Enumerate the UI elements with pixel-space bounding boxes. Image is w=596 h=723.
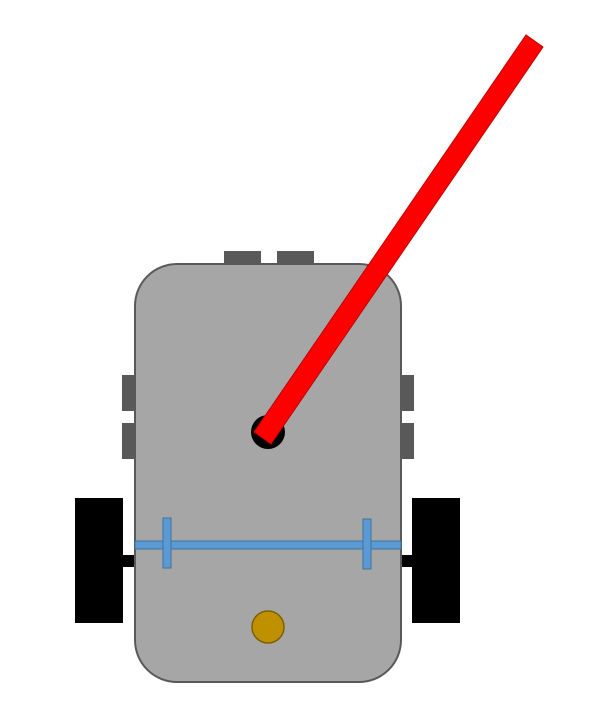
wheel-right (412, 498, 460, 623)
axle-bracket-right (362, 518, 372, 570)
axle-bar (134, 540, 402, 550)
axle-bracket-left (162, 517, 172, 569)
laser-arm (253, 34, 544, 445)
chassis-body (134, 263, 402, 683)
caster-wheel (251, 610, 285, 644)
wheel-left (75, 498, 123, 623)
